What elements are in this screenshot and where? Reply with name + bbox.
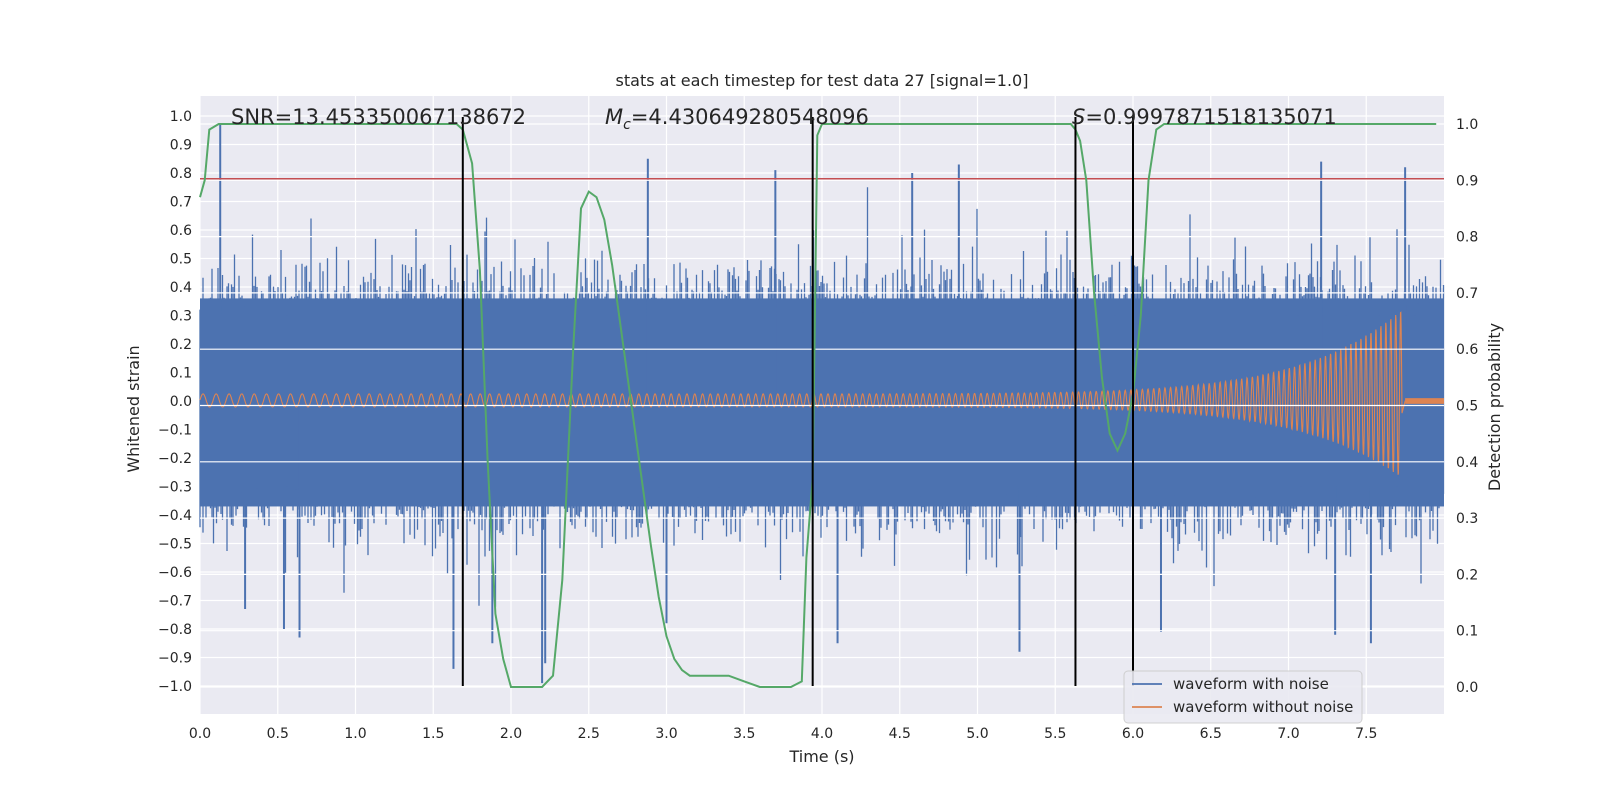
x-tick-label: 3.5 xyxy=(733,726,755,742)
y-right-tick-label: 0.8 xyxy=(1456,230,1478,246)
significance-annotation: S=0.9997871518135071 xyxy=(1072,105,1337,129)
x-axis-ticks: 0.0 0.5 1.0 1.5 2.0 2.5 3.0 3.5 4.0 4.5 5.0 5.5 6.0 6… xyxy=(189,726,1378,742)
chirp-mass-value: =4.430649280548096 xyxy=(631,105,869,129)
legend-box xyxy=(1123,670,1363,724)
y-tick-label: 0.9 xyxy=(170,138,192,154)
chirp-mass-symbol: M xyxy=(605,105,623,129)
x-tick-label: 2.0 xyxy=(500,726,522,742)
y-tick-label: −1.0 xyxy=(158,679,192,695)
y-right-tick-label: 0.7 xyxy=(1456,286,1478,302)
snr-annotation: SNR=13.453350067138672 xyxy=(231,105,526,129)
y-tick-label: 0.0 xyxy=(170,394,192,410)
y-tick-label: −0.8 xyxy=(158,622,192,638)
y-right-tick-label: 0.6 xyxy=(1456,342,1478,358)
probability-trace xyxy=(199,123,1437,688)
legend: waveform with noise waveform without noi… xyxy=(1123,670,1363,724)
y-right-tick-label: 0.2 xyxy=(1456,567,1478,583)
x-tick-label: 6.0 xyxy=(1122,726,1144,742)
series-waveform-without-noise xyxy=(199,311,1444,475)
y-tick-label: −0.5 xyxy=(158,537,192,553)
series-detection-probability xyxy=(199,123,1437,688)
x-tick-label: 5.0 xyxy=(966,726,988,742)
chirp-ringdown xyxy=(1405,398,1444,404)
y-tick-label: 0.8 xyxy=(170,166,192,182)
y-tick-label: 0.4 xyxy=(170,280,192,296)
y-tick-label: −0.4 xyxy=(158,508,192,524)
chirp-mass-subscript: c xyxy=(623,117,631,133)
chirp-mass-annotation: Mc=4.430649280548096 xyxy=(605,105,869,133)
y-right-tick-label: 0.4 xyxy=(1456,455,1478,471)
y-axis-ticks: 1.0 0.9 0.8 0.7 0.6 0.5 0.4 0.3 0.2 0.1 0.0 −0.1 −0.… xyxy=(158,109,192,695)
x-tick-label: 4.5 xyxy=(889,726,911,742)
x-tick-label: 3.0 xyxy=(655,726,677,742)
y-tick-label: −0.1 xyxy=(158,423,192,439)
significance-symbol: S xyxy=(1072,105,1085,129)
y-right-axis-ticks: 1.0 0.9 0.8 0.7 0.6 0.5 0.4 0.3 0.2 0.1 0.0 xyxy=(1456,117,1478,696)
x-tick-label: 7.5 xyxy=(1355,726,1377,742)
x-tick-label: 4.0 xyxy=(811,726,833,742)
x-tick-label: 5.5 xyxy=(1044,726,1066,742)
y-right-tick-label: 0.5 xyxy=(1456,399,1478,415)
y-tick-label: 0.5 xyxy=(170,252,192,268)
x-tick-label: 0.0 xyxy=(189,726,211,742)
y-right-axis-label: Detection probability xyxy=(1485,323,1504,491)
y-right-tick-label: 0.9 xyxy=(1456,173,1478,189)
y-tick-label: −0.9 xyxy=(158,651,192,667)
y-axis-label: Whitened strain xyxy=(124,345,143,472)
chart-title: stats at each timestep for test data 27 … xyxy=(616,71,1029,90)
x-axis-label: Time (s) xyxy=(788,747,854,766)
y-right-tick-label: 0.1 xyxy=(1456,624,1478,640)
y-right-tick-label: 0.0 xyxy=(1456,680,1478,696)
chirp-trace xyxy=(199,311,1444,475)
significance-value: =0.9997871518135071 xyxy=(1085,105,1336,129)
legend-label-noise: waveform with noise xyxy=(1173,675,1329,693)
y-tick-label: −0.6 xyxy=(158,565,192,581)
y-tick-label: 0.2 xyxy=(170,337,192,353)
x-tick-label: 7.0 xyxy=(1277,726,1299,742)
x-tick-label: 0.5 xyxy=(267,726,289,742)
y-tick-label: 0.3 xyxy=(170,309,192,325)
x-tick-label: 2.5 xyxy=(578,726,600,742)
series-waveform-with-noise xyxy=(199,124,1445,684)
y-tick-label: −0.7 xyxy=(158,594,192,610)
x-tick-label: 1.5 xyxy=(422,726,444,742)
vertical-markers xyxy=(461,117,1134,686)
legend-label-clean: waveform without noise xyxy=(1173,698,1353,716)
y-right-tick-label: 0.3 xyxy=(1456,511,1478,527)
y-tick-label: 0.1 xyxy=(170,366,192,382)
y-tick-label: −0.2 xyxy=(158,451,192,467)
y-tick-label: 0.7 xyxy=(170,195,192,211)
x-tick-label: 1.0 xyxy=(344,726,366,742)
y-tick-label: −0.3 xyxy=(158,480,192,496)
x-tick-label: 6.5 xyxy=(1200,726,1222,742)
y-tick-label: 1.0 xyxy=(170,109,192,125)
y-right-tick-label: 1.0 xyxy=(1456,117,1478,133)
y-tick-label: 0.6 xyxy=(170,223,192,239)
